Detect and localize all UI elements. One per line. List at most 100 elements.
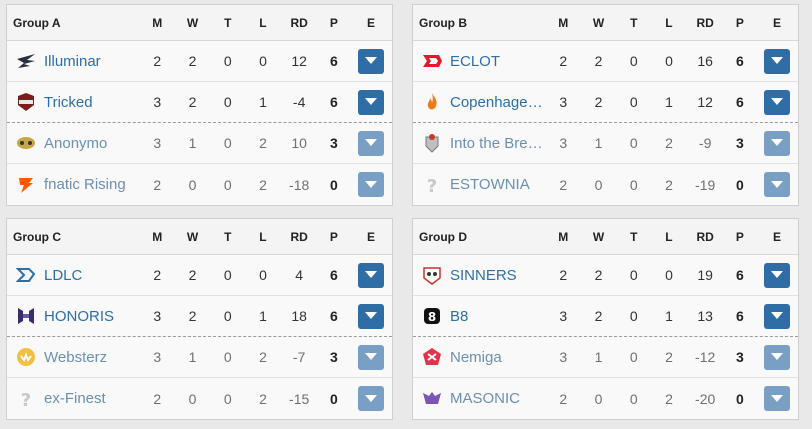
expand-button[interactable] [764,48,791,74]
team-name-link[interactable]: Nemiga [450,348,502,366]
stat-l: 1 [665,308,673,324]
group-header: Group D M W T L RD P E [413,219,798,255]
team-name-link[interactable]: ex-Finest [44,390,106,407]
stat-rd: -15 [289,390,310,407]
expand-button[interactable] [764,89,791,115]
expand-button[interactable] [764,303,791,329]
stat-p: 6 [330,53,338,69]
nemiga-logo-icon [421,346,443,368]
stat-p: 0 [330,176,338,193]
team-cell: Copenhagen ... [413,91,546,113]
team-cell: fnatic Rising [7,174,140,196]
expand-button[interactable] [764,386,791,411]
team-name-link[interactable]: HONORIS [44,307,115,325]
expand-cell [350,262,392,288]
expand-cell [756,262,798,288]
expand-button[interactable] [358,89,385,115]
chevron-down-icon [771,394,784,402]
stat-p: 6 [330,308,338,324]
expand-button[interactable] [358,344,385,370]
expand-button[interactable] [764,130,791,156]
expand-button[interactable] [358,303,385,329]
expand-button[interactable] [358,48,385,74]
stat-rd: 10 [291,135,307,151]
team-row: Nemiga 3 1 0 2 -12 3 [413,337,798,378]
stat-rd: -7 [292,349,306,365]
team-cell: Into the Brea... [413,132,546,154]
stat-rd: -19 [695,176,716,193]
team-name-link[interactable]: B8 [450,307,469,325]
team-row: Illuminar 2 2 0 0 12 6 [7,41,392,82]
team-name-link[interactable]: MASONIC [450,390,521,407]
team-cell: Websterz [7,346,140,368]
anonymo-logo-icon [15,132,37,154]
team-name-link[interactable]: SINNERS [450,266,517,284]
column-header-rd: RD [696,15,714,30]
team-name-link[interactable]: Copenhagen ... [450,93,546,111]
team-row: Into the Brea... 3 1 0 2 -9 3 [413,123,798,164]
column-header-w: W [592,15,605,30]
team-name-link[interactable]: Into the Brea... [450,134,546,152]
stat-m: 3 [559,349,568,365]
team-row: MASONIC 2 0 0 2 -20 0 [413,378,798,419]
websterz-logo-icon [15,346,37,368]
team-row: 8 B8 3 2 0 1 13 6 [413,296,798,337]
stat-t: 0 [223,308,232,324]
ldlc-logo-icon [15,264,37,286]
column-header-w: W [186,229,199,244]
stat-p: 3 [736,135,744,151]
stat-t: 0 [223,135,232,151]
expand-button[interactable] [358,130,385,156]
team-row: fnatic Rising 2 0 0 2 -18 0 [7,164,392,205]
chevron-down-icon [365,312,378,319]
stat-w: 1 [594,349,603,365]
expand-button[interactable] [358,172,385,197]
column-header-l: L [259,15,267,30]
stat-p: 6 [736,308,744,324]
group-panel-d: Group D M W T L RD P E SINNERS 2 2 0 0 19 6 8 B8 3 2 0… [412,218,799,420]
column-header-m: M [558,229,569,244]
column-header-l: L [259,229,267,244]
team-cell: ? ESTOWNIA [413,174,546,196]
column-header-t: T [224,15,232,30]
stat-rd: -12 [695,349,716,365]
team-name-link[interactable]: ESTOWNIA [450,176,530,193]
expand-button[interactable] [764,172,791,197]
stat-m: 3 [153,135,162,151]
expand-button[interactable] [764,262,791,288]
column-header-m: M [558,15,569,30]
expand-cell [756,344,798,370]
stat-m: 3 [559,94,568,110]
expand-button[interactable] [358,386,385,411]
column-header-l: L [665,229,673,244]
team-name-link[interactable]: ECLOT [450,52,501,70]
column-header-t: T [630,15,638,30]
column-header-e: E [773,15,782,30]
into-the-breach-logo-icon [421,132,443,154]
team-name-link[interactable]: fnatic Rising [44,176,126,193]
group-header: Group B M W T L RD P E [413,5,798,41]
unknown-team-icon: ? [421,174,443,196]
group-panel-b: Group B M W T L RD P E ECLOT 2 2 0 0 16 6 Copenhagen… [412,4,799,206]
team-name-link[interactable]: LDLC [44,266,83,284]
group-title: Group D [419,229,467,244]
stat-rd: 4 [295,267,304,283]
stat-p: 0 [736,390,744,407]
sinners-logo-icon [421,264,443,286]
stat-p: 6 [330,94,338,110]
stat-t: 0 [223,53,232,69]
stat-m: 2 [559,53,568,69]
stat-l: 2 [665,176,673,193]
stat-l: 1 [665,94,673,110]
chevron-down-icon [365,271,378,278]
team-name-link[interactable]: Tricked [44,93,93,111]
expand-button[interactable] [764,344,791,370]
expand-button[interactable] [358,262,385,288]
stat-m: 2 [153,176,162,193]
team-name-link[interactable]: Anonymo [44,134,108,152]
team-name-link[interactable]: Illuminar [44,52,101,70]
stat-m: 3 [153,94,162,110]
team-name-link[interactable]: Websterz [44,348,108,366]
team-row: Websterz 3 1 0 2 -7 3 [7,337,392,378]
column-header-p: P [735,229,744,244]
